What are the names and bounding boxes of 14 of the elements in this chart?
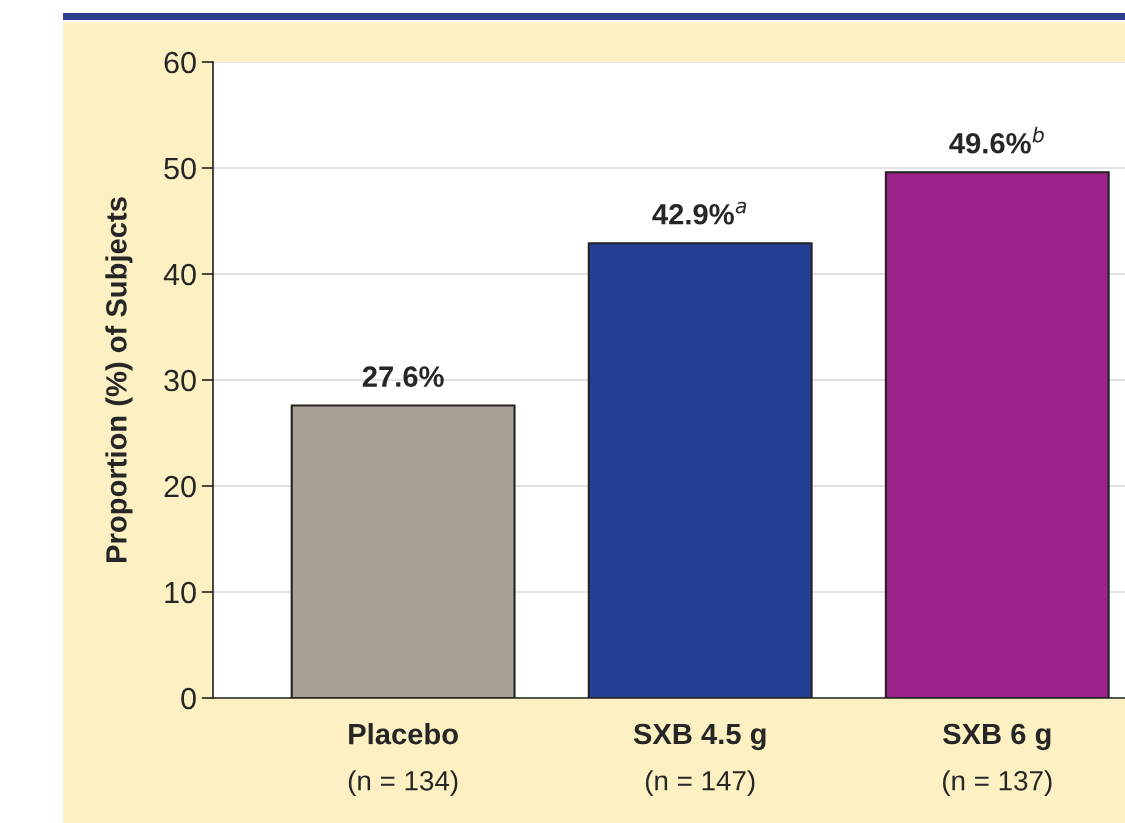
y-tick-label: 20: [164, 475, 196, 498]
y-tick-label: 30: [164, 369, 196, 392]
category-label: Placebo (n = 134): [348, 723, 458, 797]
y-axis-title: Proportion (%) of Subjects: [105, 197, 133, 562]
data-label: 42.9%$^{a}$: [652, 201, 747, 225]
y-tick-label: 50: [164, 157, 196, 180]
y-tick-label: 60: [164, 51, 196, 74]
category-label: SXB 4.5 g (n = 147): [633, 723, 766, 797]
category-label: SXB 6 g (n = 137): [942, 723, 1052, 797]
y-tick-label: 10: [165, 581, 196, 604]
data-label: 49.6%$^{b}$: [949, 126, 1044, 154]
y-tick-label: 0: [181, 687, 196, 710]
y-tick-label: 40: [163, 263, 196, 286]
data-label: 27.6%: [362, 366, 444, 387]
